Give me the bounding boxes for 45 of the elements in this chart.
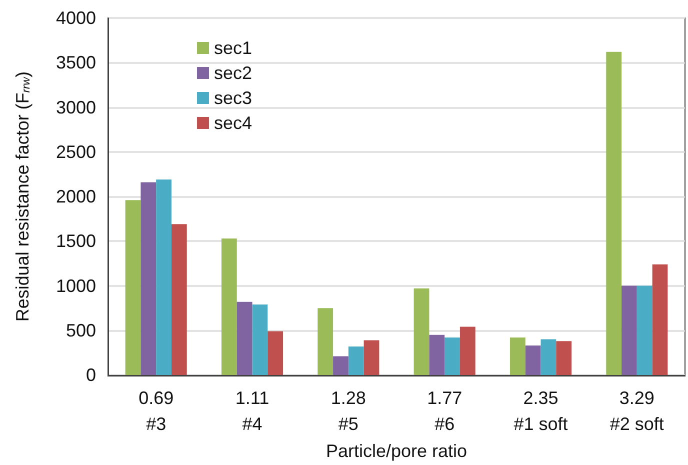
x-tick-label: 2.35 #1 soft — [514, 388, 568, 434]
bar — [171, 224, 187, 375]
x-tick-label: 1.28 #5 — [330, 388, 366, 434]
bar — [252, 304, 268, 375]
bar — [525, 346, 541, 375]
y-tick-label: 4000 — [56, 8, 96, 28]
bar — [318, 308, 334, 375]
bar — [622, 286, 637, 375]
y-axis-title: Residual resistance factor (Frrw) — [12, 71, 32, 322]
y-tick-label: 0 — [86, 365, 96, 385]
x-tick-label: 1.77 #6 — [427, 388, 462, 434]
bar — [636, 286, 652, 375]
legend-label: sec2 — [214, 63, 252, 83]
y-tick-label: 3500 — [56, 52, 96, 73]
bar — [556, 341, 572, 375]
y-tick-label: 2500 — [56, 142, 96, 162]
bar — [540, 339, 556, 375]
bar — [140, 182, 156, 375]
bar — [333, 356, 348, 375]
legend-label: sec3 — [214, 88, 252, 108]
y-tick-label: 1000 — [56, 276, 96, 296]
bar — [414, 288, 430, 375]
x-tick-label: 1.11 #4 — [235, 388, 270, 434]
bar — [429, 334, 445, 375]
bar — [125, 200, 141, 375]
bar — [510, 338, 526, 375]
y-tick-label: 2000 — [56, 186, 96, 206]
bar — [652, 264, 668, 375]
bar — [444, 338, 460, 375]
x-axis-title: Particle/pore ratio — [326, 441, 468, 461]
y-tick-label: 3000 — [56, 97, 96, 118]
legend-label: sec1 — [214, 38, 252, 58]
legend-label: sec4 — [214, 113, 252, 133]
bar — [364, 340, 380, 375]
x-tick-label: 0.69 #3 — [138, 388, 174, 434]
bar — [156, 180, 172, 375]
bar — [348, 346, 364, 375]
bar — [460, 326, 476, 375]
bar — [236, 302, 252, 375]
y-tick-label: 500 — [66, 320, 96, 340]
y-tick-label: 1500 — [56, 231, 96, 252]
x-tick-label: 3.29 #2 soft — [610, 388, 664, 434]
bar — [268, 331, 284, 375]
bar — [221, 238, 237, 375]
bar — [606, 52, 622, 375]
